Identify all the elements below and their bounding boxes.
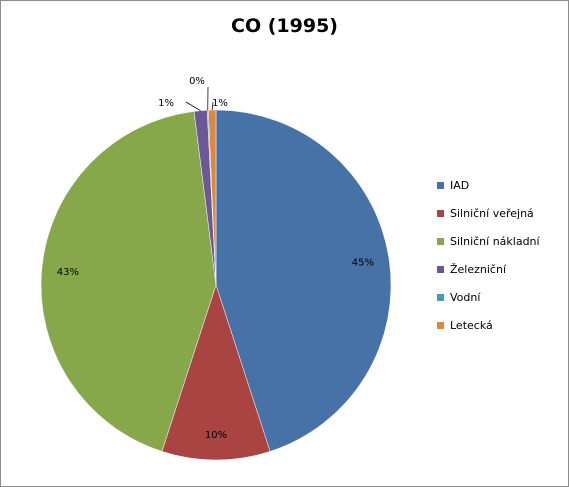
legend-swatch-silnicni-verejna (437, 209, 444, 217)
legend-item-silnicni-verejna: Silniční veřejná (437, 199, 567, 227)
data-label-zeleznicni: 1% (158, 98, 174, 109)
leader-line-zeleznicni (185, 101, 201, 111)
legend: IAD Silniční veřejná Silniční nákladní Žele… (437, 171, 567, 339)
data-label-vodni: 0% (189, 76, 205, 87)
legend-item-letecka: Letecká (437, 311, 567, 339)
data-label-silnicni-verejna: 10% (205, 430, 227, 441)
legend-item-silnicni-nakladni: Silniční nákladní (437, 227, 567, 255)
legend-label-silnicni-nakladni: Silniční nákladní (450, 234, 540, 248)
legend-swatch-zeleznicni (437, 265, 444, 273)
legend-label-zeleznicni: Železniční (450, 262, 507, 276)
chart-title: CO (1995) (231, 15, 338, 37)
data-label-silnicni-nakladni: 43% (57, 267, 79, 278)
leader-line-letecka (211, 101, 214, 111)
legend-swatch-iad (437, 181, 444, 189)
data-label-letecka: 1% (212, 98, 228, 109)
legend-swatch-letecka (437, 321, 444, 329)
legend-item-vodni: Vodní (437, 283, 567, 311)
data-label-iad: 45% (352, 258, 374, 269)
legend-label-silnicni-verejna: Silniční veřejná (450, 206, 534, 220)
legend-item-zeleznicni: Železniční (437, 255, 567, 283)
legend-label-letecka: Letecká (450, 318, 493, 332)
pie-slice-silnicni-nakladni (40, 111, 217, 452)
pie-slice-iad (215, 109, 392, 452)
legend-label-vodni: Vodní (450, 290, 481, 304)
legend-item-iad: IAD (437, 171, 567, 199)
pie-slice-silnicni-verejna (161, 284, 271, 461)
legend-swatch-silnicni-nakladni (437, 237, 444, 245)
legend-label-iad: IAD (450, 178, 470, 192)
legend-swatch-vodni (437, 293, 444, 301)
